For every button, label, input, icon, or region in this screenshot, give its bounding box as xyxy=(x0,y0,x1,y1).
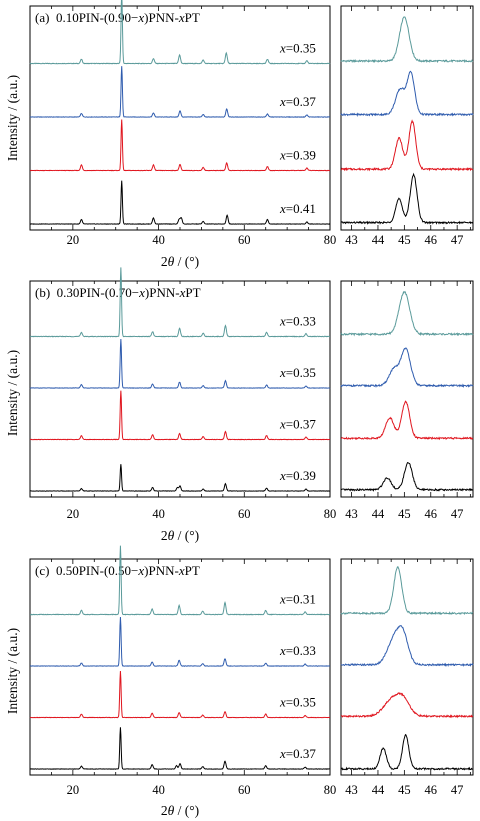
zoom-x-tick-label: 44 xyxy=(372,783,385,797)
y-axis-title: Intensity / (a.u.) xyxy=(5,628,20,714)
x-axis-title: 2θ / (°) xyxy=(161,254,199,269)
x-tick-label: 60 xyxy=(238,507,251,521)
zoom-pattern-0 xyxy=(340,566,474,616)
zoom-pattern-2 xyxy=(340,400,474,441)
zoom-x-tick-label: 47 xyxy=(451,783,464,797)
zoom-x-tick-label: 47 xyxy=(451,507,464,521)
xrd-pattern-2 xyxy=(29,671,331,719)
xrd-pattern-3 xyxy=(29,180,331,225)
xrd-pattern-1 xyxy=(29,66,331,118)
x-tick-label: 20 xyxy=(67,233,80,247)
zoom-pattern-3 xyxy=(340,172,474,225)
zoom-x-tick-label: 45 xyxy=(398,233,411,247)
series-label: x=0.33 xyxy=(279,314,316,329)
zoom-x-tick-label: 44 xyxy=(372,233,385,247)
series-label: x=0.37 xyxy=(279,417,316,432)
series-label: x=0.35 xyxy=(279,365,316,380)
y-axis-title: Intensity / (a.u.) xyxy=(5,75,20,161)
xrd-pattern-2 xyxy=(29,119,331,172)
x-tick-label: 80 xyxy=(324,783,337,797)
series-label: x=0.35 xyxy=(279,695,316,710)
series-label: x=0.41 xyxy=(279,201,316,216)
zoom-plot-frame xyxy=(340,5,474,231)
zoom-x-tick-label: 43 xyxy=(345,783,358,797)
x-tick-label: 80 xyxy=(324,507,337,521)
zoom-pattern-2 xyxy=(340,692,474,719)
xrd-pattern-1 xyxy=(29,616,331,667)
zoom-x-tick-label: 46 xyxy=(425,783,438,797)
x-tick-label: 60 xyxy=(238,783,251,797)
zoom-x-tick-label: 46 xyxy=(425,233,438,247)
zoom-x-tick-label: 43 xyxy=(345,233,358,247)
xrd-pattern-3 xyxy=(29,464,331,492)
xrd-pattern-2 xyxy=(29,390,331,441)
series-label: x=0.39 xyxy=(279,468,316,483)
series-label: x=0.39 xyxy=(279,148,316,163)
panel-c: 20 40 60 80 43 44 45 46 47 2θ / (°) Intensity / (a… xyxy=(5,545,474,818)
xrd-pattern-0 xyxy=(29,0,331,65)
xrd-pattern-1 xyxy=(29,339,331,389)
panel-title: (a) 0.10PIN-(0.90−x)PNN-xPT xyxy=(35,10,200,25)
zoom-pattern-0 xyxy=(340,16,474,64)
xrd-pattern-3 xyxy=(29,727,331,770)
x-tick-label: 20 xyxy=(67,507,80,521)
panel-b: 20 40 60 80 43 44 45 46 47 2θ / (°) Intensity / (a… xyxy=(5,267,474,543)
x-tick-label: 80 xyxy=(324,233,337,247)
series-label: x=0.31 xyxy=(279,592,316,607)
xrd-pattern-0 xyxy=(29,267,331,338)
zoom-pattern-1 xyxy=(340,70,474,117)
zoom-x-tick-label: 47 xyxy=(451,233,464,247)
zoom-pattern-3 xyxy=(340,461,474,492)
x-tick-label: 60 xyxy=(238,233,251,247)
zoom-pattern-3 xyxy=(340,733,474,771)
zoom-plot-frame xyxy=(340,280,474,498)
panel-title: (c) 0.50PIN-(0.50−x)PNN-xPT xyxy=(35,563,200,578)
xrd-pattern-0 xyxy=(29,545,331,616)
zoom-x-tick-label: 43 xyxy=(345,507,358,521)
zoom-x-tick-label: 45 xyxy=(398,507,411,521)
x-tick-label: 20 xyxy=(67,783,80,797)
zoom-x-tick-label: 45 xyxy=(398,783,411,797)
zoom-plot-frame xyxy=(340,558,474,776)
zoom-x-tick-label: 44 xyxy=(372,507,385,521)
panel-title: (b) 0.30PIN-(0.70−x)PNN-xPT xyxy=(35,285,201,300)
x-tick-label: 40 xyxy=(152,233,165,247)
x-tick-label: 40 xyxy=(152,783,165,797)
zoom-pattern-1 xyxy=(340,625,474,667)
zoom-x-tick-label: 46 xyxy=(425,507,438,521)
y-axis-title: Intensity / (a.u.) xyxy=(5,350,20,436)
series-label: x=0.37 xyxy=(279,746,316,761)
series-label: x=0.33 xyxy=(279,643,316,658)
x-tick-label: 40 xyxy=(152,507,165,521)
series-label: x=0.35 xyxy=(279,41,316,56)
zoom-pattern-0 xyxy=(340,290,474,337)
series-label: x=0.37 xyxy=(279,94,316,109)
panel-a: 20 40 60 80 43 44 45 46 47 2θ / (°) Intensity / (a… xyxy=(5,0,474,269)
zoom-pattern-2 xyxy=(340,119,474,172)
x-axis-title: 2θ / (°) xyxy=(161,803,199,818)
zoom-pattern-1 xyxy=(340,347,474,388)
x-axis-title: 2θ / (°) xyxy=(161,528,199,543)
